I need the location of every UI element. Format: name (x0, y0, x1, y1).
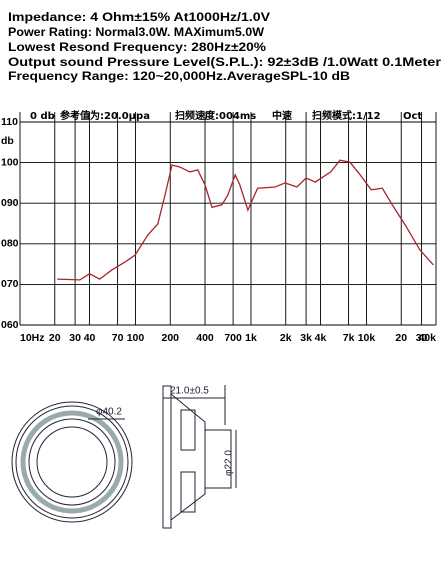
spec-line: Lowest Resond Frequency: 280Hz±20% (8, 40, 266, 54)
dimension-label: φ22.0 (224, 450, 235, 476)
dimension-label: φ40.2 (96, 407, 122, 418)
x-tick-label: 40 (84, 332, 96, 344)
x-tick-label: 4k (315, 332, 327, 344)
dimension-label: 21.0±0.5 (170, 386, 209, 397)
spec-line: Output sound Pressure Level(S.P.L.): 92±… (8, 55, 441, 69)
chart-header: 0 db (30, 111, 55, 122)
front-view (11, 401, 133, 523)
y-tick-label: 110 (1, 116, 18, 128)
y-tick-label: 080 (1, 238, 19, 250)
chart-header: 参考值为:20.0μpa (60, 109, 150, 122)
x-tick-label: 30 (69, 332, 81, 344)
response-curve (57, 159, 434, 281)
side-view (162, 385, 237, 529)
spec-line: Power Rating: Normal3.0W. MAXimum5.0W (8, 25, 265, 39)
spec-line: Impedance: 4 Ohm±15% At1000Hz/1.0V (8, 10, 270, 24)
y-tick-label: 070 (1, 278, 19, 290)
x-tick-label: 400 (196, 332, 214, 344)
spec-line: Frequency Range: 120~20,000Hz.AverageSPL… (8, 69, 350, 83)
y-tick-label: 090 (1, 197, 19, 209)
x-tick-label: 20 (395, 332, 407, 344)
x-tick-label: 30 (416, 332, 428, 344)
x-tick-label: 2k (280, 332, 292, 344)
x-tick-label: 1k (245, 332, 257, 344)
x-tick-label: 70 (112, 332, 124, 344)
y-axis-label: db (1, 135, 14, 147)
chart-header: 扫频模式:1/12 (312, 109, 381, 122)
chart-header: Oct (403, 111, 422, 122)
chart-header: 扫频速度:004ms (175, 109, 256, 122)
x-tick-label: 20 (49, 332, 61, 344)
x-tick-label: 7k (343, 332, 355, 344)
y-tick-label: 060 (1, 319, 19, 331)
x-tick-label: 700 (224, 332, 242, 344)
y-tick-label: 100 (1, 156, 19, 168)
x-tick-label: 10Hz (20, 332, 45, 344)
x-tick-label: 3k (300, 332, 312, 344)
x-tick-label: 40k (418, 332, 436, 344)
chart-header: 中速 (272, 109, 292, 122)
x-tick-label: 100 (127, 332, 145, 344)
x-tick-label: 200 (161, 332, 179, 344)
x-tick-label: 10k (358, 332, 376, 344)
